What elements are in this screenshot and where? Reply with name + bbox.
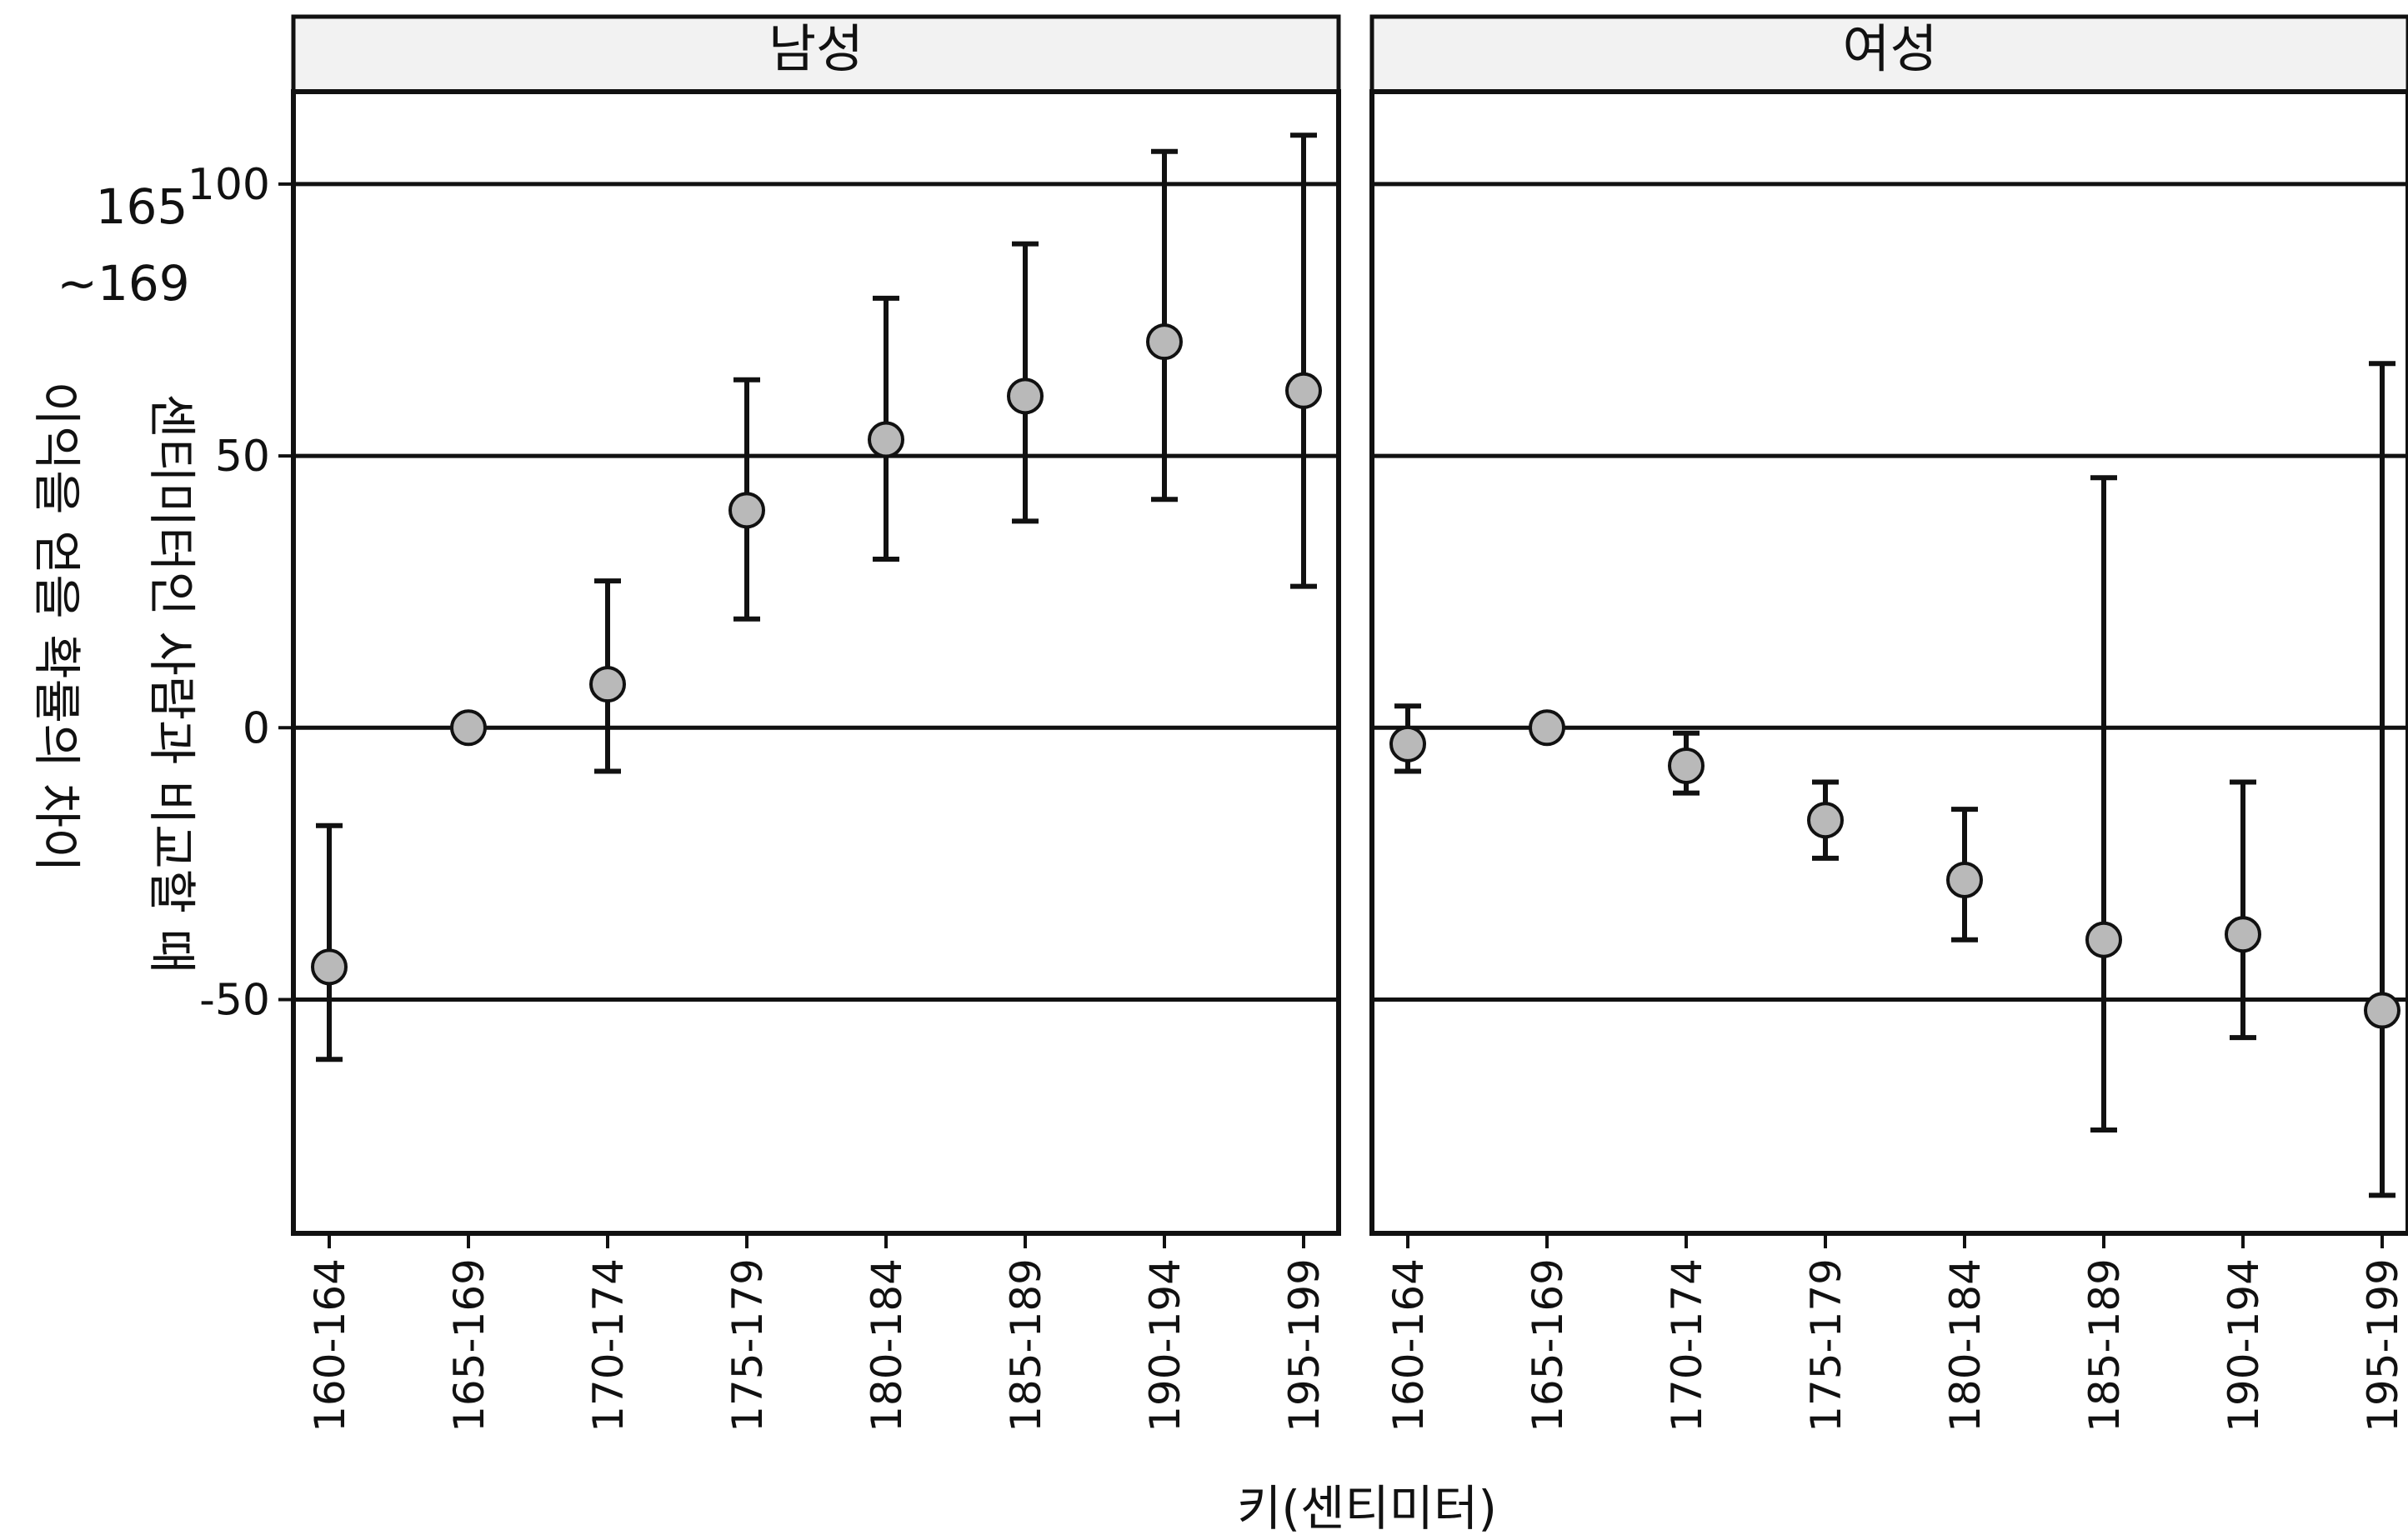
data-point-175-179 xyxy=(1807,779,1844,861)
x-tick-label: 185-189 xyxy=(1002,1258,1050,1432)
x-tick-label: 195-199 xyxy=(1280,1258,1329,1432)
y-axis-title-line-4: 이익을 얻을 확률의 차이 xyxy=(28,382,85,872)
x-axis: 160-164 165-169 170-174 175-179 180-184 185-1… xyxy=(306,1233,2407,1432)
x-tick-label: 160-164 xyxy=(306,1258,354,1432)
point-marker xyxy=(1946,861,1983,898)
facet-strip-label: 여성 xyxy=(1842,18,1937,79)
point-marker xyxy=(311,948,348,986)
x-tick-label: 190-194 xyxy=(2220,1258,2268,1432)
data-point-185-189 xyxy=(1007,241,1044,524)
y-axis: 100 50 0 -50 xyxy=(188,160,293,1025)
data-point-160-164 xyxy=(1389,703,1426,774)
data-point-160-164 xyxy=(311,822,348,1062)
data-point-165-169 xyxy=(1529,709,1565,747)
point-marker xyxy=(1007,378,1044,415)
point-marker xyxy=(2225,916,2261,953)
x-tick-label: 180-184 xyxy=(1941,1258,1990,1432)
y-axis-title: 165 ~169 센티미터인 사람과 비교할 때 이익을 얻을 확률의 차이 xyxy=(28,178,200,973)
data-point-170-174 xyxy=(589,578,626,774)
y-axis-title-line-1: 165 xyxy=(96,178,188,235)
point-marker xyxy=(1146,323,1183,361)
x-tick-label: 165-169 xyxy=(1524,1258,1572,1432)
facet-strip xyxy=(1369,14,2408,94)
data-point-180-184 xyxy=(868,295,904,562)
point-marker xyxy=(1807,802,1844,839)
point-marker xyxy=(2364,992,2400,1029)
x-tick-label: 180-184 xyxy=(863,1258,911,1432)
point-marker xyxy=(1668,747,1705,784)
facet-strip xyxy=(291,14,1341,94)
y-axis-title-line-3: 센티미터인 사람과 비교할 때 xyxy=(143,393,200,973)
y-axis-title-line-2: ~169 xyxy=(57,255,189,312)
x-tick-label: 175-179 xyxy=(723,1258,772,1432)
data-point-195-199 xyxy=(2364,361,2400,1198)
data-point-165-169 xyxy=(450,709,487,747)
facet-strip-label: 남성 xyxy=(768,18,864,79)
x-tick-label: 165-169 xyxy=(445,1258,493,1432)
panel-border xyxy=(1369,89,2408,1236)
panel-border xyxy=(291,89,1341,1236)
x-tick-label: 195-199 xyxy=(2359,1258,2407,1432)
panel-2: 여성 xyxy=(1369,14,2408,1236)
panel-1: 남성 xyxy=(291,14,1341,1236)
point-marker xyxy=(1285,372,1322,409)
point-marker xyxy=(868,421,904,458)
x-tick-label: 190-194 xyxy=(1141,1258,1189,1432)
point-marker xyxy=(450,709,487,747)
data-point-170-174 xyxy=(1668,730,1705,796)
data-point-195-199 xyxy=(1285,132,1322,589)
y-tick-label: 100 xyxy=(188,160,270,210)
point-marker xyxy=(1529,709,1565,747)
point-marker xyxy=(2085,921,2122,958)
y-tick-label: 0 xyxy=(243,703,270,753)
data-point-190-194 xyxy=(2225,779,2261,1041)
y-tick-label: -50 xyxy=(199,975,270,1025)
point-marker xyxy=(1389,725,1426,762)
x-tick-label: 160-164 xyxy=(1384,1258,1433,1432)
x-tick-label: 185-189 xyxy=(2080,1258,2129,1432)
facet-panels: 남성 여성 xyxy=(291,14,2408,1236)
point-marker xyxy=(728,492,765,529)
data-point-175-179 xyxy=(728,377,765,622)
point-marker xyxy=(589,666,626,703)
x-tick-label: 175-179 xyxy=(1802,1258,1850,1432)
y-tick-label: 50 xyxy=(215,432,270,482)
x-tick-label: 170-174 xyxy=(1663,1258,1711,1432)
x-axis-title: 키(센티미터) xyxy=(1237,1480,1497,1537)
data-point-180-184 xyxy=(1946,807,1983,942)
data-point-185-189 xyxy=(2085,475,2122,1133)
data-point-190-194 xyxy=(1146,148,1183,502)
x-tick-label: 170-174 xyxy=(584,1258,633,1432)
